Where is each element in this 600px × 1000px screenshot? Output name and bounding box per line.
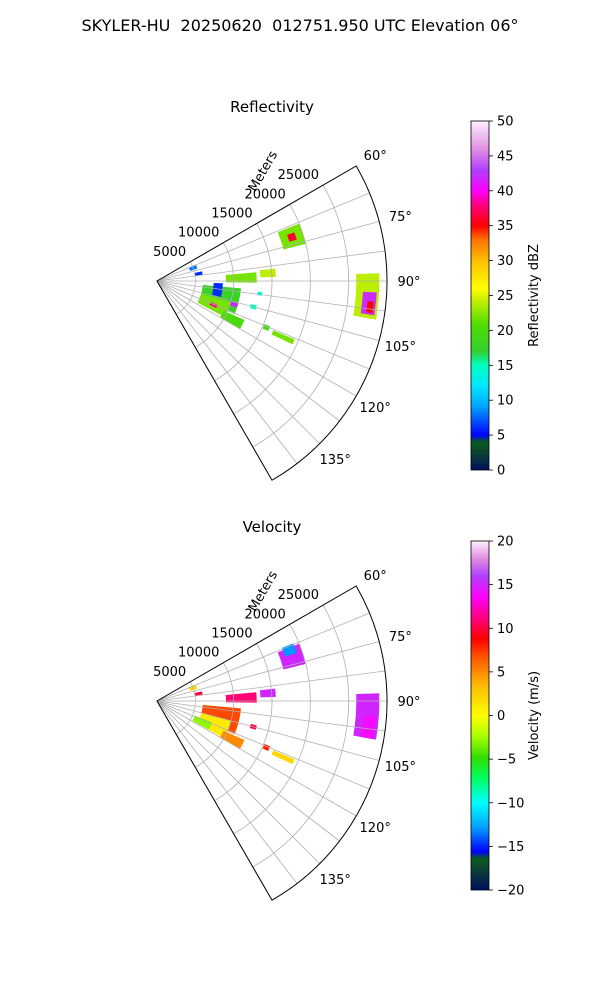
velocity-grid-spoke — [156, 700, 386, 732]
velocity-grid-spoke — [156, 700, 357, 817]
reflectivity-echo-17 — [271, 330, 295, 345]
reflectivity-colorbar — [470, 120, 490, 471]
reflectivity-colorbar-tick-label: 0 — [497, 464, 505, 479]
reflectivity-echo-4 — [366, 301, 374, 314]
reflectivity-angle-tick-label: 60° — [364, 149, 387, 164]
reflectivity-angle-tick-label: 135° — [320, 453, 351, 468]
velocity-colorbar-label: Velocity (m/s) — [527, 671, 542, 760]
reflectivity-grid-spoke — [156, 280, 298, 464]
reflectivity-grid-ring-4 — [252, 185, 350, 448]
velocity-echo-8 — [192, 715, 213, 730]
reflectivity-grid-spoke — [156, 280, 370, 370]
reflectivity-colorbar-tick-label: 10 — [497, 394, 514, 409]
velocity-grid-spoke — [156, 700, 298, 884]
reflectivity-echo-10 — [229, 301, 239, 308]
reflectivity-colorbar-tick-label: 45 — [497, 149, 514, 164]
velocity-grid-spoke — [156, 700, 320, 864]
reflectivity-radial-tick-label: 20000 — [244, 187, 285, 202]
velocity-radial-tick-label: 20000 — [244, 607, 285, 622]
velocity-grid-spoke — [156, 700, 370, 790]
reflectivity-grid-spoke — [156, 250, 386, 282]
velocity-colorbar-tick-label: 10 — [497, 622, 514, 637]
velocity-angle-tick-label: 75° — [389, 630, 412, 645]
reflectivity-colorbar-tick-label: 40 — [497, 184, 514, 199]
velocity-radial-tick-label: 25000 — [278, 588, 319, 603]
reflectivity-colorbar-tick-label: 30 — [497, 254, 514, 269]
velocity-echo-3 — [360, 715, 376, 740]
velocity-grid-spoke — [156, 700, 340, 842]
reflectivity-panel: Reflectivity500010000150002000025000Mete… — [153, 98, 542, 481]
velocity-grid-spoke — [156, 612, 370, 702]
reflectivity-echo-6 — [259, 268, 276, 278]
velocity-angle-tick-label: 105° — [385, 760, 416, 775]
reflectivity-colorbar-tick-label: 15 — [497, 359, 514, 374]
reflectivity-angle-tick-label: 105° — [385, 340, 416, 355]
reflectivity-colorbar-tick-label: 20 — [497, 324, 514, 339]
reflectivity-angle-tick-label: 90° — [397, 275, 420, 290]
reflectivity-radial-tick-label: 10000 — [178, 226, 219, 241]
reflectivity-grid-spoke — [156, 280, 357, 397]
reflectivity-frame — [156, 165, 388, 481]
reflectivity-colorbar-tick-label: 35 — [497, 219, 514, 234]
velocity-echo-14 — [271, 750, 295, 765]
reflectivity-echo-11 — [220, 310, 245, 329]
velocity-grid-ring-4 — [252, 605, 350, 868]
velocity-echo-11 — [194, 691, 203, 696]
reflectivity-angle-tick-label: 75° — [389, 210, 412, 225]
reflectivity-angle-tick-label: 120° — [360, 401, 391, 416]
velocity-colorbar-tick-label: −5 — [497, 753, 516, 768]
reflectivity-echo-12 — [212, 283, 223, 297]
velocity-echo-1 — [281, 643, 297, 657]
reflectivity-grid-spoke — [156, 280, 380, 341]
reflectivity-title: Reflectivity — [230, 98, 314, 116]
reflectivity-colorbar-tick-label: 50 — [497, 115, 514, 130]
velocity-colorbar-tick-label: 5 — [497, 665, 505, 680]
reflectivity-grid-spoke — [156, 280, 340, 422]
velocity-grid-spoke — [156, 700, 380, 761]
velocity-frame — [156, 585, 388, 901]
velocity-angle-tick-label: 120° — [360, 821, 391, 836]
velocity-colorbar — [470, 540, 490, 891]
reflectivity-colorbar-label: Reflectivity dBZ — [527, 244, 542, 347]
velocity-title: Velocity — [243, 518, 302, 536]
velocity-colorbar-tick-label: 20 — [497, 535, 514, 550]
reflectivity-radial-tick-label: 5000 — [153, 245, 186, 260]
velocity-colorbar-tick-label: −20 — [497, 884, 524, 899]
velocity-radial-tick-label: 10000 — [178, 646, 219, 661]
velocity-angle-tick-label: 135° — [320, 873, 351, 888]
velocity-colorbar-tick-label: −15 — [497, 840, 524, 855]
reflectivity-colorbar-tick-label: 25 — [497, 289, 514, 304]
velocity-radial-tick-label: 5000 — [153, 665, 186, 680]
velocity-grid-spoke — [156, 641, 380, 702]
velocity-echo-9 — [220, 730, 245, 749]
reflectivity-radial-tick-label: 15000 — [211, 207, 252, 222]
velocity-radial-tick-label: 15000 — [211, 627, 252, 642]
velocity-colorbar-tick-label: −10 — [497, 796, 524, 811]
velocity-angle-tick-label: 60° — [364, 569, 387, 584]
reflectivity-grid-spoke — [156, 280, 320, 444]
velocity-echo-5 — [259, 688, 276, 698]
reflectivity-echo-1 — [287, 232, 297, 242]
figure-title: SKYLER-HU 20250620 012751.950 UTC Elevat… — [81, 16, 519, 35]
velocity-angle-tick-label: 90° — [397, 695, 420, 710]
reflectivity-radial-tick-label: 25000 — [278, 168, 319, 183]
velocity-colorbar-tick-label: 15 — [497, 578, 514, 593]
reflectivity-colorbar-tick-label: 5 — [497, 429, 505, 444]
reflectivity-grid-spoke — [156, 192, 370, 282]
velocity-echo-7 — [197, 712, 232, 739]
velocity-colorbar-tick-label: 0 — [497, 709, 505, 724]
reflectivity-grid-spoke — [156, 221, 380, 282]
reflectivity-grid-spoke — [156, 280, 386, 312]
reflectivity-echo-14 — [194, 271, 203, 276]
velocity-grid-spoke — [156, 670, 386, 702]
